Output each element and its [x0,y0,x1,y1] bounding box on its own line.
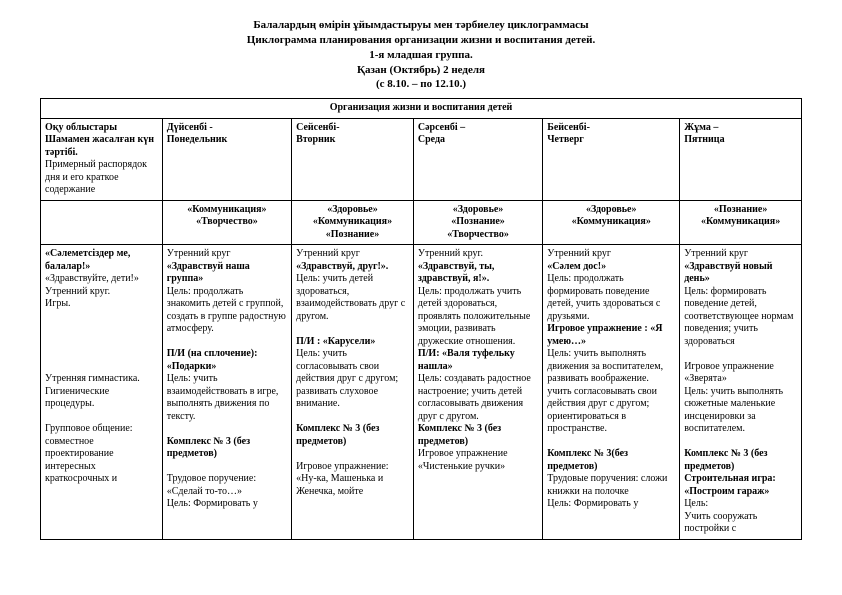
subj-mon-a: «Коммуникация» [187,204,266,215]
day-thu-kk: Бейсенбі- [547,122,590,133]
wed-p7: Игровое упражнение «Чистенькие ручки» [418,448,508,472]
subj-tue: «Здоровье» «Коммуникация» «Познание» [292,200,414,245]
tue-p4: П/И : «Карусели» [296,336,375,347]
left-b1: Утренняя гимнастика. [45,373,140,384]
day-thu: Бейсенбі- Четверг [543,118,680,200]
mon-p7: Трудовое поручение: «Сделай то-то…» [167,473,256,497]
day-tue: Сейсенбі- Вторник [292,118,414,200]
thu-p8: Цель: Формировать у [547,498,638,509]
wed-p1: Утренний круг. [418,248,483,259]
subj-fri-a: «Познание» [714,204,768,215]
left-content: «Сәлеметсіздер ме, балалар!» «Здравствуй… [41,245,163,540]
subj-fri: «Познание» «Коммуникация» [680,200,802,245]
tue-p6: Комплекс № 3 (без предметов) [296,423,379,447]
thu-p6: Комплекс № 3(без предметов) [547,448,628,472]
mon-p2: «Здравствуй наша группа» [167,261,250,285]
thu-p5: Цель: учить выполнять движения за воспит… [547,348,663,434]
fri-p6: Комплекс № 3 (без предметов) [684,448,767,472]
subj-thu-b: «Коммуникация» [572,216,651,227]
day-wed-kk: Сәрсенбі – [418,122,465,133]
wed-p5: Цель: создавать радостное настроение; уч… [418,373,531,422]
wed-p4: П/И: «Валя туфельку нашла» [418,348,515,372]
subj-wed-a: «Здоровье» [453,204,504,215]
title-line1: Балалардың өмірін ұйымдастыруы мен тәрби… [40,18,802,33]
subj-tue-c: «Познание» [326,229,380,240]
mon-p8: Цель: Формировать у [167,498,258,509]
subj-wed-b: «Познание» [451,216,505,227]
day-fri: Жұма – Пятница [680,118,802,200]
day-thu-ru: Четверг [547,134,584,145]
tue-p7: Игровое упражнение: «Ну-ка, Машенька и Ж… [296,461,388,497]
col0-h3: Примерный распорядок дня и его краткое с… [45,159,147,195]
fri-p2: «Здравствуй новый день» [684,261,772,285]
thu-content: Утренний круг «Сәлем дос!» Цель: продолж… [543,245,680,540]
subj-tue-a: «Здоровье» [327,204,378,215]
fri-p4: Игровое упражнение «Зверята» [684,361,774,385]
col0-header: Оқу облыстары Шамамен жасалған күн тәрті… [41,118,163,200]
fri-p1: Утренний круг [684,248,748,259]
fri-p3: Цель: формировать поведение детей, соотв… [684,286,793,347]
day-mon-ru: Понедельник [167,134,228,145]
thu-p4: Игровое упражнение : «Я умею…» [547,323,662,347]
col0-h2: Шамамен жасалған күн тәртібі. [45,134,154,158]
title-line4: Қазан (Октябрь) 2 неделя [40,63,802,78]
day-fri-kk: Жұма – [684,122,718,133]
thu-p2: «Сәлем дос!» [547,261,606,272]
left-a3: Утренний круг. [45,286,110,297]
fri-p5: Цель: учить выполнять сюжетные маленькие… [684,386,783,435]
fri-p9: Учить сооружать постройки с [684,511,757,535]
col0-blank [41,200,163,245]
fri-p8: Цель: [684,498,708,509]
day-wed: Сәрсенбі – Среда [413,118,542,200]
tue-p2: «Здравствуй, друг!». [296,261,388,272]
tue-p3: Цель: учить детей здороваться, взаимодей… [296,273,405,322]
thu-p1: Утренний круг [547,248,611,259]
wed-content: Утренний круг. «Здравствуй, ты, здравств… [413,245,542,540]
title-line2: Циклограмма планирования организации жиз… [40,33,802,48]
subj-mon: «Коммуникация» «Творчество» [162,200,291,245]
day-mon-kk: Дүйсенбі - [167,122,213,133]
left-a1: «Сәлеметсіздер ме, балалар!» [45,248,130,272]
left-c1: Групповое общение: совместное проектиров… [45,423,133,484]
subj-mon-b: «Творчество» [196,216,258,227]
title-line5: (с 8.10. – по 12.10.) [40,77,802,92]
title-block: Балалардың өмірін ұйымдастыруы мен тәрби… [40,18,802,92]
left-b2: Гигиенические процедуры. [45,386,109,410]
tue-content: Утренний круг «Здравствуй, друг!». Цель:… [292,245,414,540]
left-a4: Игры. [45,298,71,309]
wed-p6: Комплекс № 3 (без предметов) [418,423,501,447]
subj-thu: «Здоровье» «Коммуникация» [543,200,680,245]
wed-p2: «Здравствуй, ты, здравствуй, я!». [418,261,495,285]
day-tue-kk: Сейсенбі- [296,122,339,133]
schedule-table: Организация жизни и воспитания детей Оқу… [40,98,802,540]
day-tue-ru: Вторник [296,134,335,145]
tue-p5: Цель: учить согласовывать свои действия … [296,348,398,409]
mon-p1: Утренний круг [167,248,231,259]
col0-h1: Оқу облыстары [45,122,117,133]
mon-content: Утренний круг «Здравствуй наша группа» Ц… [162,245,291,540]
mon-p6: Комплекс № 3 (без предметов) [167,436,250,460]
mon-p4: П/И (на сплочение): «Подарки» [167,348,258,372]
subj-thu-a: «Здоровье» [586,204,637,215]
table-header: Организация жизни и воспитания детей [41,99,802,119]
fri-content: Утренний круг «Здравствуй новый день» Це… [680,245,802,540]
subj-fri-b: «Коммуникация» [701,216,780,227]
day-wed-ru: Среда [418,134,445,145]
thu-p3: Цель: продолжать формировать поведение д… [547,273,660,322]
left-a2: «Здравствуйте, дети!» [45,273,139,284]
subj-tue-b: «Коммуникация» [313,216,392,227]
thu-p7: Трудовые поручения: сложи книжки на поло… [547,473,667,497]
mon-p5: Цель: учить взаимодействовать в игре, вы… [167,373,279,422]
mon-p3: Цель: продолжать знакомить детей с групп… [167,286,286,335]
wed-p3: Цель: продолжать учить детей здороваться… [418,286,530,347]
fri-p7: Строительная игра: «Построим гараж» [684,473,776,497]
day-mon: Дүйсенбі - Понедельник [162,118,291,200]
subj-wed-c: «Творчество» [447,229,509,240]
tue-p1: Утренний круг [296,248,360,259]
title-line3: 1-я младшая группа. [40,48,802,63]
day-fri-ru: Пятница [684,134,724,145]
subj-wed: «Здоровье» «Познание» «Творчество» [413,200,542,245]
